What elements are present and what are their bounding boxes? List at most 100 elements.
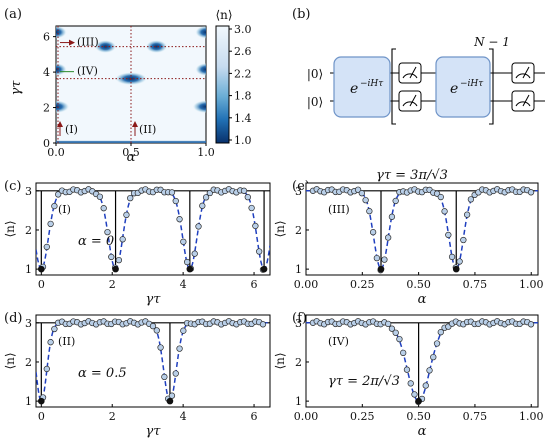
x-axis-label: γτ bbox=[146, 292, 162, 307]
data-point bbox=[244, 194, 251, 201]
xtick-label: 1.00 bbox=[519, 410, 544, 423]
colorbar-tick-label: 1.8 bbox=[234, 90, 252, 103]
heatmap-xtick-label: 0.5 bbox=[122, 146, 140, 159]
data-point bbox=[161, 373, 168, 381]
data-point bbox=[176, 216, 183, 223]
dip-point bbox=[377, 265, 385, 273]
data-point bbox=[403, 366, 411, 373]
colorbar-tick-label: 1.4 bbox=[234, 112, 252, 125]
data-point bbox=[407, 380, 414, 387]
data-point bbox=[437, 193, 444, 201]
data-point bbox=[256, 248, 263, 255]
meter-icon bbox=[398, 90, 422, 112]
panel-c-plot: (c) 0 2 4 6 1 2 3 γτ ⟨n⟩ (I) α = 0 bbox=[3, 179, 271, 307]
heatmap-spots bbox=[56, 26, 206, 143]
data-point bbox=[51, 325, 58, 333]
data-point bbox=[456, 258, 463, 265]
meter-icon bbox=[511, 90, 535, 112]
heatmap-ticks: 0.0 0.5 1.0 0 2 4 6 bbox=[43, 31, 215, 159]
data-point bbox=[149, 322, 157, 330]
repeat-count: N − 1 bbox=[473, 35, 510, 49]
xtick-label: 2 bbox=[109, 278, 116, 291]
case-label: (I) bbox=[58, 203, 71, 216]
data-point bbox=[43, 365, 50, 373]
meter-needle bbox=[409, 94, 417, 107]
data-point bbox=[51, 202, 58, 210]
data-point bbox=[123, 211, 130, 219]
data-point bbox=[55, 191, 62, 198]
plot-content bbox=[306, 186, 538, 274]
plot-content bbox=[36, 318, 270, 405]
heatmap-spot-1 bbox=[192, 100, 206, 114]
xtick-label: 6 bbox=[251, 278, 258, 291]
xtick-label: 2 bbox=[109, 410, 116, 423]
data-point bbox=[385, 320, 392, 328]
case-label: (IV) bbox=[328, 335, 349, 348]
panel-label: (c) bbox=[4, 179, 21, 194]
meter-needle bbox=[522, 94, 530, 107]
input-state-top: |0⟩ bbox=[307, 67, 323, 81]
panel-a-heatmap: (a) 0.0 0.5 1.0 0 2 4 6 α γτ ⟨n⟩ 3.0 2.6 2.2 1.8 1… bbox=[4, 7, 252, 165]
dip-point bbox=[38, 397, 45, 405]
data-point bbox=[385, 234, 392, 241]
data-point bbox=[358, 190, 365, 197]
data-point bbox=[430, 353, 437, 361]
data-point bbox=[392, 197, 399, 205]
heatmap-ytick-label: 6 bbox=[43, 31, 50, 44]
data-point bbox=[463, 211, 471, 218]
case-label: (II) bbox=[58, 335, 75, 348]
xtick-label: 0.50 bbox=[406, 278, 431, 291]
data-point bbox=[527, 321, 535, 328]
svg-text:−iHτ: −iHτ bbox=[360, 79, 384, 89]
meter-arc bbox=[402, 73, 418, 79]
colorbar-tick-label: 2.2 bbox=[234, 67, 252, 80]
heatmap-ytick-label: 4 bbox=[43, 66, 50, 79]
data-point bbox=[441, 208, 448, 215]
data-point bbox=[527, 189, 535, 196]
heatmap-ytick-label: 0 bbox=[43, 137, 50, 150]
panel-label: (e) bbox=[292, 179, 310, 194]
ytick-label: 3 bbox=[295, 317, 302, 330]
meter-arc bbox=[515, 101, 531, 107]
line-panels: (c) 0 2 4 6 1 2 3 γτ ⟨n⟩ (I) α = 0 (d) 0 2 4 6 1 2 3 γτ ⟨n⟩ (I… bbox=[3, 168, 543, 439]
svg-text:−iHτ: −iHτ bbox=[460, 79, 484, 89]
data-point bbox=[369, 229, 377, 236]
colorbar bbox=[215, 25, 230, 144]
ytick-label: 2 bbox=[295, 356, 302, 369]
heatmap-ylabel: γτ bbox=[9, 80, 24, 96]
xtick-label: 1.00 bbox=[519, 278, 544, 291]
panel-f-plot: (f) 0.00 0.25 0.50 0.75 1.00 1 2 3 α ⟨n⟩ (IV) γτ = 2… bbox=[273, 311, 543, 439]
meter-needle bbox=[409, 66, 417, 79]
ytick-label: 2 bbox=[295, 224, 302, 237]
data-point bbox=[96, 193, 104, 200]
xtick-label: 0.00 bbox=[294, 278, 319, 291]
ytick-label: 3 bbox=[295, 185, 302, 198]
xtick-label: 0.25 bbox=[350, 410, 375, 423]
data-point bbox=[437, 329, 444, 336]
data-point bbox=[400, 349, 407, 356]
heatmap-spot-3 bbox=[56, 62, 67, 76]
xtick-label: 0.50 bbox=[406, 410, 431, 423]
parameter-annotation: γτ = 2π/√3 bbox=[328, 374, 400, 389]
dip-point bbox=[452, 265, 460, 273]
data-point bbox=[259, 321, 267, 328]
xtick-label: 0.75 bbox=[463, 278, 488, 291]
data-point bbox=[104, 228, 111, 236]
panel-d-plot: (d) 0 2 4 6 1 2 3 γτ ⟨n⟩ (II) α = 0.5 bbox=[3, 311, 271, 439]
data-point bbox=[373, 254, 381, 262]
data-point bbox=[108, 253, 115, 261]
data-point bbox=[252, 222, 259, 230]
xtick-label: 6 bbox=[251, 410, 258, 423]
repeat-bracket: N − 1 bbox=[391, 35, 510, 125]
plot-frame bbox=[35, 182, 271, 276]
xtick-label: 0.75 bbox=[463, 410, 488, 423]
case-label: (III) bbox=[328, 203, 350, 216]
input-state-bottom: |0⟩ bbox=[307, 95, 323, 109]
heatmap-spot-0 bbox=[56, 100, 70, 114]
data-point bbox=[157, 344, 164, 351]
dip-point bbox=[166, 397, 174, 405]
data-point bbox=[119, 236, 126, 243]
y-axis-label: ⟨n⟩ bbox=[3, 352, 17, 369]
marker-label-IV: (IV) bbox=[77, 65, 98, 78]
